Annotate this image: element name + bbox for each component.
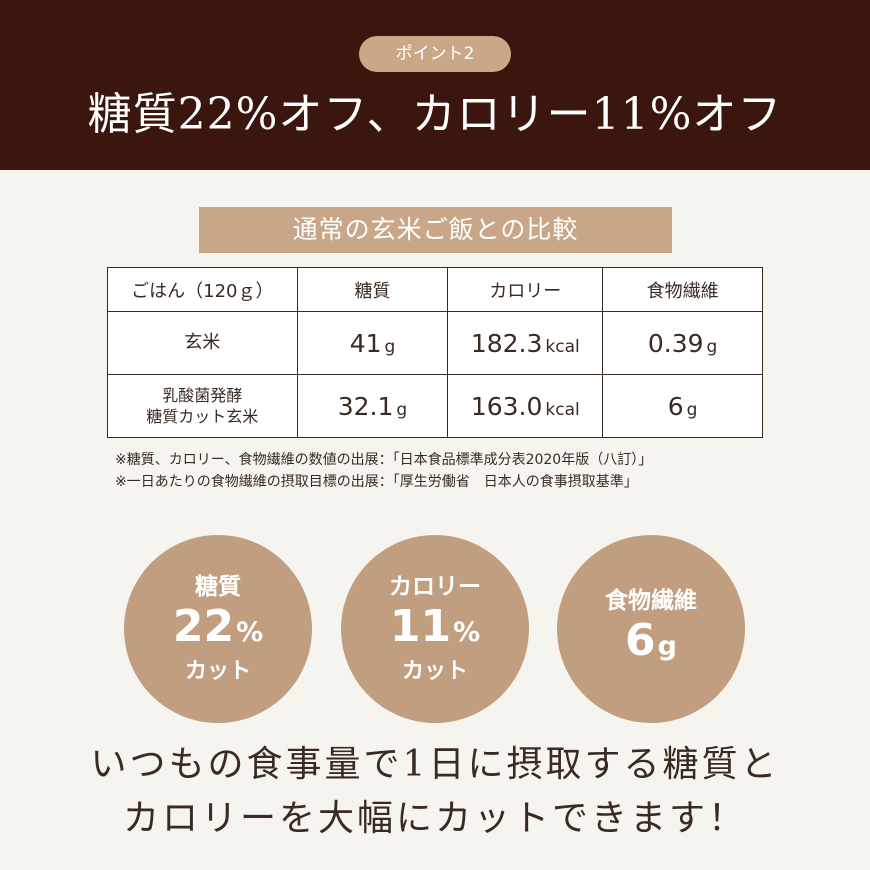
carbs-cut-circle: 糖質 22% カット bbox=[124, 535, 312, 723]
bottom-message: いつもの食事量で1日に摂取する糖質と カロリーを大幅にカットできます！ bbox=[0, 738, 870, 846]
column-header-calories: カロリー bbox=[447, 267, 604, 312]
source-notes: ※糖質、カロリー、食物繊維の数値の出展：「日本食品標準成分表2020年版（八訂）… bbox=[115, 449, 765, 493]
cell-calories: 182.3 kcal bbox=[447, 311, 604, 375]
bottom-line-1: いつもの食事量で1日に摂取する糖質と bbox=[90, 744, 780, 785]
row-label-fermented-rice: 乳酸菌発酵 糖質カット玄米 bbox=[107, 374, 298, 438]
circle-value: 6g bbox=[625, 615, 677, 666]
cell-fiber: 0.39 g bbox=[602, 311, 763, 375]
cell-calories-highlight: 163.0 kcal bbox=[447, 374, 604, 438]
header-banner: ポイント2 糖質22%オフ、カロリー11%オフ bbox=[0, 0, 870, 170]
table-header-row: ごはん（120ｇ） 糖質 カロリー 食物繊維 bbox=[107, 267, 763, 312]
calorie-cut-circle: カロリー 11% カット bbox=[341, 535, 529, 723]
column-header-carbs: 糖質 bbox=[296, 267, 449, 312]
circle-label: カロリー bbox=[389, 574, 481, 600]
row-label-brown-rice: 玄米 bbox=[107, 311, 298, 375]
circle-value: 11% bbox=[389, 601, 481, 652]
comparison-table: ごはん（120ｇ） 糖質 カロリー 食物繊維 玄米 41 g 182.3 kcal … bbox=[107, 267, 763, 438]
column-header-fiber: 食物繊維 bbox=[602, 267, 763, 312]
source-note: ※一日あたりの食物繊維の摂取目標の出展：「厚生労働省 日本人の食事摂取基準」 bbox=[115, 474, 638, 490]
circle-sub: カット bbox=[401, 659, 468, 684]
column-header-rice: ごはん（120ｇ） bbox=[107, 267, 298, 312]
table-row: 玄米 41 g 182.3 kcal 0.39 g bbox=[107, 311, 763, 375]
point-badge: ポイント2 bbox=[359, 36, 511, 72]
circle-label: 食物繊維 bbox=[605, 588, 697, 614]
bottom-line-2: カロリーを大幅にカットできます！ bbox=[122, 798, 747, 839]
circle-value: 22% bbox=[172, 601, 264, 652]
fiber-circle: 食物繊維 6g bbox=[557, 535, 745, 723]
cell-carbs-highlight: 32.1 g bbox=[296, 374, 449, 438]
cell-carbs: 41 g bbox=[296, 311, 449, 375]
circle-label: 糖質 bbox=[195, 574, 241, 600]
circle-sub: カット bbox=[184, 659, 251, 684]
comparison-title: 通常の玄米ご飯との比較 bbox=[199, 207, 672, 253]
source-note: ※糖質、カロリー、食物繊維の数値の出展：「日本食品標準成分表2020年版（八訂）… bbox=[115, 452, 653, 468]
headline: 糖質22%オフ、カロリー11%オフ bbox=[87, 89, 783, 140]
